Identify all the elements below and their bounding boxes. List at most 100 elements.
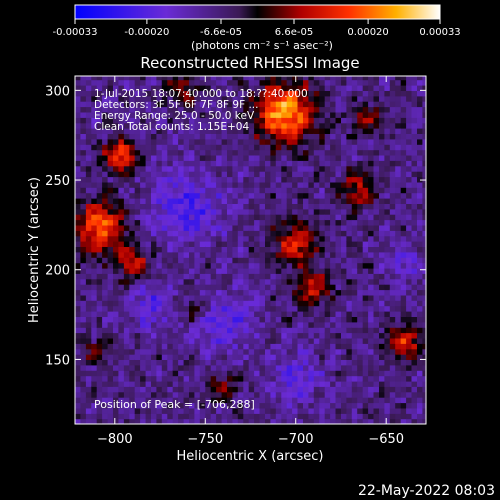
heatmap-cell	[102, 316, 109, 323]
heatmap-cell	[384, 149, 391, 156]
heatmap-cell	[75, 397, 81, 404]
heatmap-cell	[91, 176, 98, 183]
heatmap-cell	[362, 154, 369, 161]
heatmap-cell	[297, 235, 304, 242]
heatmap-cell	[167, 171, 174, 178]
heatmap-cell	[107, 251, 114, 258]
heatmap-cell	[199, 165, 206, 172]
heatmap-cell	[140, 407, 147, 414]
heatmap-cell	[183, 149, 190, 156]
heatmap-cell	[395, 171, 402, 178]
heatmap-cell	[270, 165, 277, 172]
heatmap-cell	[134, 418, 141, 424]
heatmap-cell	[145, 219, 152, 226]
heatmap-cell	[395, 364, 402, 371]
heatmap-cell	[324, 278, 331, 285]
heatmap-cell	[123, 397, 130, 404]
heatmap-cell	[335, 418, 342, 424]
heatmap-cell	[335, 246, 342, 253]
heatmap-cell	[389, 262, 396, 269]
heatmap-cell	[422, 246, 426, 253]
heatmap-cell	[232, 230, 239, 237]
heatmap-cell	[308, 90, 315, 97]
heatmap-cell	[216, 380, 223, 387]
heatmap-cell	[406, 370, 413, 377]
heatmap-cell	[384, 267, 391, 274]
heatmap-cell	[351, 332, 358, 339]
heatmap-cell	[357, 203, 364, 210]
heatmap-cell	[395, 230, 402, 237]
heatmap-cell	[91, 278, 98, 285]
heatmap-cell	[107, 413, 114, 420]
heatmap-cell	[330, 397, 337, 404]
heatmap-cell	[400, 198, 407, 204]
heatmap-cell	[134, 106, 141, 113]
heatmap-cell	[102, 165, 109, 172]
heatmap-cell	[270, 348, 277, 355]
heatmap-cell	[417, 198, 423, 204]
heatmap-cell	[313, 332, 320, 339]
heatmap-cell	[357, 300, 364, 307]
heatmap-cell	[145, 192, 152, 199]
heatmap-cell	[75, 251, 81, 258]
heatmap-cell	[129, 138, 136, 145]
heatmap-cell	[292, 332, 299, 339]
heatmap-cell	[373, 230, 380, 237]
heatmap-cell	[357, 267, 364, 274]
heatmap-cell	[357, 149, 364, 156]
heatmap-cell	[227, 413, 233, 420]
heatmap-cell	[172, 90, 179, 97]
heatmap-cell	[237, 224, 244, 231]
heatmap-cell	[341, 391, 347, 398]
heatmap-cell	[368, 327, 375, 334]
heatmap-cell	[319, 294, 326, 301]
heatmap-cell	[172, 278, 179, 285]
heatmap-cell	[422, 327, 426, 334]
heatmap-cell	[161, 203, 168, 210]
heatmap-cell	[275, 144, 282, 151]
heatmap-cell	[254, 176, 261, 183]
heatmap-cell	[221, 181, 228, 188]
heatmap-cell	[140, 128, 147, 134]
heatmap-cell	[319, 95, 326, 102]
heatmap-cell	[324, 246, 331, 253]
heatmap-cell	[221, 165, 228, 172]
heatmap-cell	[341, 294, 347, 301]
heatmap-cell	[129, 251, 136, 258]
heatmap-cell	[80, 273, 87, 280]
heatmap-cell	[102, 208, 109, 215]
heatmap-cell	[151, 208, 157, 215]
heatmap-cell	[275, 117, 282, 124]
heatmap-cell	[134, 257, 141, 264]
heatmap-cell	[113, 321, 119, 328]
heatmap-cell	[319, 149, 326, 156]
heatmap-cell	[75, 106, 81, 113]
heatmap-cell	[210, 278, 217, 285]
heatmap-cell	[346, 117, 353, 124]
heatmap-cell	[411, 235, 418, 242]
heatmap-cell	[85, 321, 92, 328]
heatmap-cell	[118, 187, 125, 194]
heatmap-cell	[248, 192, 255, 199]
heatmap-cell	[248, 343, 255, 350]
heatmap-cell	[161, 165, 168, 172]
heatmap-cell	[286, 284, 293, 291]
heatmap-cell	[346, 192, 353, 199]
heatmap-cell	[123, 76, 130, 81]
heatmap-cell	[384, 386, 391, 393]
heatmap-cell	[297, 230, 304, 237]
heatmap-cell	[156, 90, 163, 97]
heatmap-cell	[243, 106, 250, 113]
heatmap-cell	[270, 267, 277, 274]
heatmap-cell	[237, 364, 244, 371]
heatmap-cell	[286, 111, 293, 118]
heatmap-cell	[161, 284, 168, 291]
heatmap-cell	[346, 332, 353, 339]
heatmap-cell	[281, 386, 288, 393]
heatmap-cell	[368, 117, 375, 124]
heatmap-cell	[308, 359, 315, 366]
heatmap-cell	[422, 402, 426, 409]
heatmap-cell	[189, 138, 195, 145]
heatmap-cell	[379, 354, 385, 360]
colorbar-ticks: -0.00033 -0.00020 -6.6e-05 6.6e-05 0.00020 0.…	[53, 19, 461, 38]
